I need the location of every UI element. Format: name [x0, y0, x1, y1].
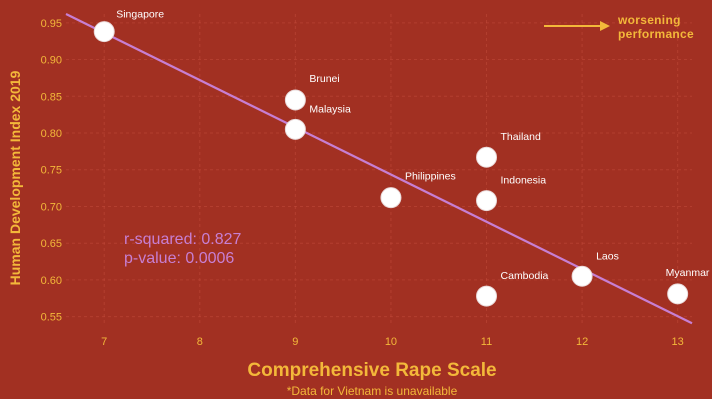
- y-tick-label: 0.80: [41, 128, 62, 140]
- x-axis-ticks: 7 8 9 10 11 12 13: [101, 336, 684, 348]
- arrow-head-icon: [600, 21, 610, 31]
- point-label-cambodia: Cambodia: [501, 270, 549, 282]
- y-axis-ticks: 0.55 0.60 0.65 0.70 0.75 0.80 0.85 0.90 0.95: [41, 18, 62, 324]
- data-point-indonesia: [476, 190, 498, 212]
- point-label-philippines: Philippines: [405, 171, 456, 183]
- x-tick-label: 9: [292, 336, 298, 348]
- point-label-myanmar: Myanmar: [666, 267, 710, 279]
- annotation-line1: worsening: [617, 13, 681, 27]
- data-point-philippines: [380, 187, 402, 209]
- x-tick-label: 8: [197, 336, 203, 348]
- x-axis-title: Comprehensive Rape Scale: [247, 360, 496, 381]
- point-label-laos: Laos: [596, 250, 619, 262]
- point-label-indonesia: Indonesia: [501, 175, 547, 187]
- point-label-brunei: Brunei: [309, 73, 339, 85]
- x-tick-label: 13: [672, 336, 684, 348]
- y-tick-label: 0.85: [41, 91, 62, 103]
- y-tick-label: 0.65: [41, 238, 62, 250]
- trend-line: [65, 13, 693, 325]
- worsening-performance-annotation: worsening performance: [544, 13, 694, 41]
- y-tick-label: 0.90: [41, 55, 62, 67]
- point-label-singapore: Singapore: [116, 9, 164, 21]
- p-value-label: p-value: 0.0006: [124, 250, 234, 267]
- data-point-brunei: [284, 89, 306, 111]
- y-tick-label: 0.95: [41, 18, 62, 30]
- data-point-malaysia: [284, 118, 306, 140]
- y-tick-label: 0.70: [41, 201, 62, 213]
- x-tick-label: 12: [576, 336, 588, 348]
- y-tick-label: 0.60: [41, 275, 62, 287]
- y-axis-title: Human Development Index 2019: [7, 70, 23, 285]
- data-point-laos: [571, 265, 593, 287]
- x-tick-label: 11: [481, 336, 492, 348]
- x-tick-label: 7: [101, 336, 107, 348]
- data-point-singapore: [93, 21, 115, 43]
- point-label-thailand: Thailand: [501, 131, 541, 143]
- x-tick-label: 10: [385, 336, 397, 348]
- point-label-malaysia: Malaysia: [309, 103, 351, 115]
- data-point-myanmar: [667, 283, 689, 305]
- y-tick-label: 0.75: [41, 165, 62, 177]
- y-tick-label: 0.55: [41, 312, 62, 324]
- r-squared-label: r-squared: 0.827: [124, 231, 242, 248]
- annotation-line2: performance: [618, 27, 694, 41]
- data-point-cambodia: [476, 285, 498, 307]
- data-point-thailand: [476, 146, 498, 168]
- footnote: *Data for Vietnam is unavailable: [287, 384, 458, 398]
- data-points: Singapore Brunei Malaysia Philippines Thaila…: [93, 9, 710, 307]
